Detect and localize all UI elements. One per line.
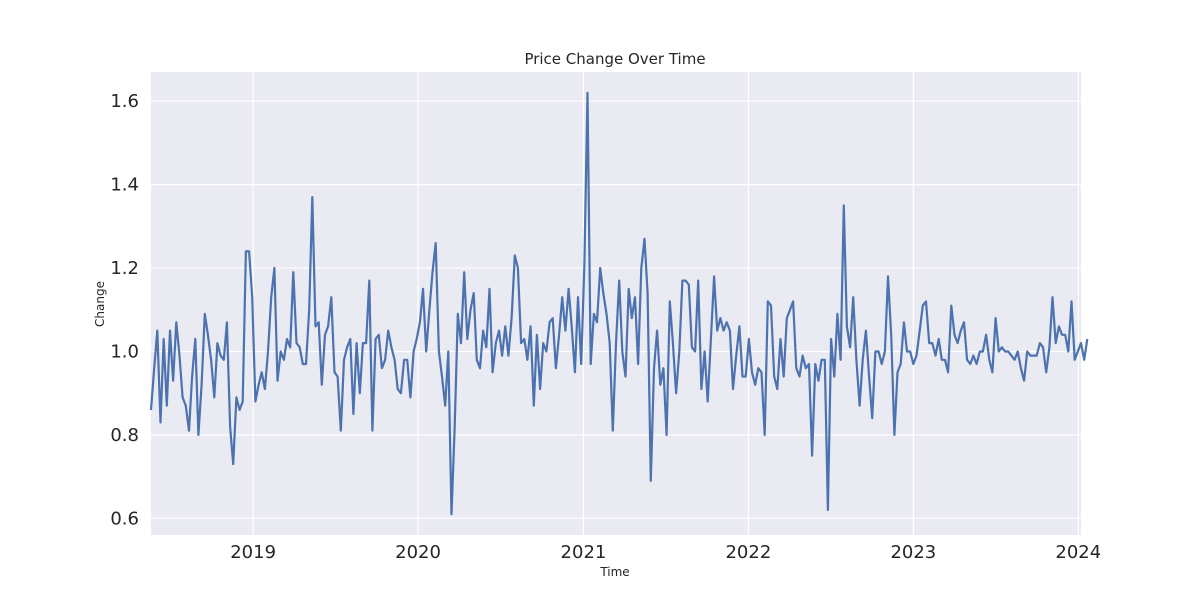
x-tick-label: 2020 <box>395 542 441 563</box>
y-tick-label: 0.8 <box>110 425 139 446</box>
y-axis-label: Change <box>93 281 107 327</box>
x-tick-label: 2021 <box>561 542 607 563</box>
y-axis-ticks: 0.6 0.8 1.0 1.2 1.4 1.6 <box>110 91 139 529</box>
x-tick-label: 2022 <box>725 542 771 563</box>
y-tick-label: 1.0 <box>110 341 139 362</box>
plot-area <box>151 72 1081 535</box>
y-tick-label: 1.4 <box>110 175 139 196</box>
y-tick-label: 1.2 <box>110 258 139 279</box>
x-axis-label: Time <box>599 565 629 579</box>
x-tick-label: 2019 <box>230 542 276 563</box>
chart-title: Price Change Over Time <box>524 50 705 68</box>
x-tick-label: 2024 <box>1055 542 1101 563</box>
series-line <box>149 91 1089 516</box>
y-tick-label: 1.6 <box>110 91 139 112</box>
x-tick-label: 2023 <box>890 542 936 563</box>
x-axis-ticks: 2019 2020 2021 2022 2023 2024 <box>230 542 1101 563</box>
y-tick-label: 0.6 <box>110 508 139 529</box>
